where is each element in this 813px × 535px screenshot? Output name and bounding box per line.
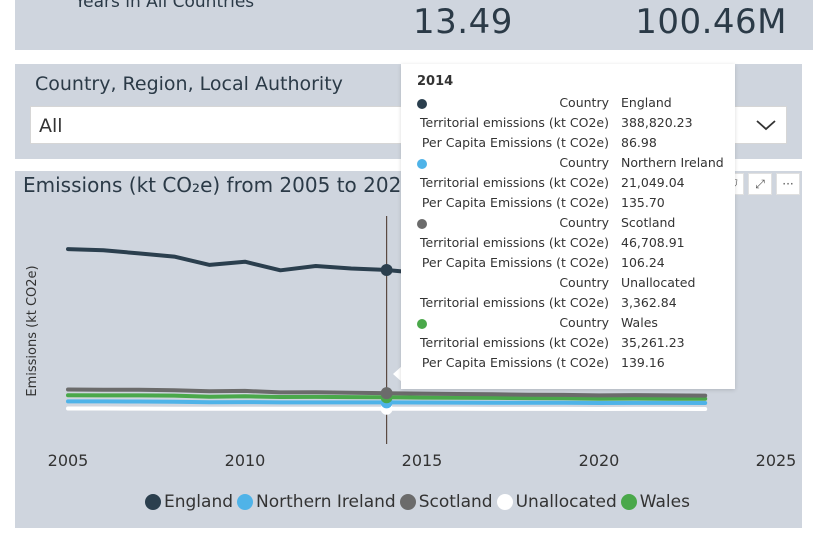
legend-dot-icon <box>496 494 513 510</box>
tooltip-value: England <box>621 95 672 110</box>
x-tick-label: 2005 <box>48 451 89 470</box>
chevron-down-icon <box>756 120 776 131</box>
tooltip-value: 35,261.23 <box>621 335 685 350</box>
x-tick-label: 2015 <box>402 451 443 470</box>
tooltip-value: Unallocated <box>621 275 696 290</box>
tooltip-label: Per Capita Emissions (t CO2e) <box>421 255 609 270</box>
series-dot-icon <box>417 219 427 229</box>
tooltip-row: Per Capita Emissions (t CO2e) 106.24 <box>401 255 735 275</box>
tooltip-value: 46,708.91 <box>621 235 685 250</box>
legend-dot-icon <box>620 494 637 510</box>
tooltip-value: 21,049.04 <box>621 175 685 190</box>
kpi-band: Years in All Countries 13.49 100.46M <box>15 0 813 50</box>
kpi-value-years: 13.49 <box>413 2 513 42</box>
legend-label: Northern Ireland <box>256 492 396 512</box>
x-tick-label: 2025 <box>756 451 797 470</box>
legend-dot-icon <box>399 494 416 510</box>
highlight-point-scotland[interactable] <box>380 387 393 400</box>
tooltip-value: 139.16 <box>621 355 665 370</box>
tooltip-row: Territorial emissions (kt CO2e) 3,362.84 <box>401 295 735 315</box>
tooltip-row: Country Scotland <box>401 215 735 235</box>
tooltip-value: 135.70 <box>621 195 665 210</box>
series-dot-icon <box>417 159 427 169</box>
tooltip-row: Per Capita Emissions (t CO2e) 86.98 <box>401 135 735 155</box>
tooltip-value: Wales <box>621 315 658 330</box>
focus-mode-icon[interactable]: ⤢ <box>748 173 772 195</box>
tooltip-row: Territorial emissions (kt CO2e) 388,820.2… <box>401 115 735 135</box>
series-dot-icon <box>417 99 427 109</box>
tooltip-label: Country <box>559 275 609 290</box>
x-tick-label: 2010 <box>225 451 266 470</box>
chart-legend: England Northern Ireland Scotland Unallocat… <box>145 492 694 512</box>
legend-dot-icon <box>237 494 254 510</box>
legend-dot-icon <box>145 494 161 510</box>
tooltip-row: Country England <box>401 95 735 115</box>
tooltip-value: 106.24 <box>621 255 665 270</box>
tooltip-value: 388,820.23 <box>621 115 693 130</box>
tooltip-pointer <box>393 366 402 382</box>
tooltip-year: 2014 <box>417 74 454 89</box>
tooltip-label: Territorial emissions (kt CO2e) <box>420 235 609 250</box>
legend-item-northern-ireland[interactable]: Northern Ireland <box>237 492 396 512</box>
x-tick-label: 2020 <box>579 451 620 470</box>
chart-tooltip: 2014 Country England Territorial emissions… <box>401 64 735 389</box>
legend-label: Unallocated <box>515 492 617 512</box>
tooltip-row: Territorial emissions (kt CO2e) 46,708.91 <box>401 235 735 255</box>
slicer-title: Country, Region, Local Authority <box>35 73 343 95</box>
tooltip-label: Per Capita Emissions (t CO2e) <box>421 135 609 150</box>
tooltip-row: Country Northern Ireland <box>401 155 735 175</box>
slicer-selected-value: All <box>39 115 63 137</box>
more-options-icon[interactable]: ··· <box>776 173 800 195</box>
tooltip-row: Country Wales <box>401 315 735 335</box>
tooltip-label: Territorial emissions (kt CO2e) <box>420 295 609 310</box>
tooltip-label: Country <box>559 315 609 330</box>
tooltip-label: Territorial emissions (kt CO2e) <box>420 175 609 190</box>
tooltip-value: 3,362.84 <box>621 295 677 310</box>
y-axis-label: Emissions (kt CO2e) <box>25 265 40 396</box>
highlight-point-england[interactable] <box>380 264 393 277</box>
tooltip-value: Scotland <box>621 215 676 230</box>
tooltip-label: Territorial emissions (kt CO2e) <box>420 115 609 130</box>
legend-item-scotland[interactable]: Scotland <box>399 492 493 512</box>
tooltip-label: Country <box>559 215 609 230</box>
kpi-value-population: 100.46M <box>635 2 787 42</box>
tooltip-row: Territorial emissions (kt CO2e) 21,049.04 <box>401 175 735 195</box>
legend-item-unallocated[interactable]: Unallocated <box>496 492 617 512</box>
tooltip-label: Country <box>559 155 609 170</box>
tooltip-value: 86.98 <box>621 135 657 150</box>
legend-item-england[interactable]: England <box>145 492 233 512</box>
legend-item-wales[interactable]: Wales <box>620 492 690 512</box>
kpi-years-label: Years in All Countries <box>75 0 255 12</box>
tooltip-label: Country <box>559 95 609 110</box>
tooltip-label: Per Capita Emissions (t CO2e) <box>421 195 609 210</box>
legend-label: Wales <box>639 492 690 512</box>
tooltip-row: Territorial emissions (kt CO2e) 35,261.23 <box>401 335 735 355</box>
tooltip-row: Per Capita Emissions (t CO2e) 139.16 <box>401 355 735 375</box>
series-dot-icon <box>417 319 427 329</box>
tooltip-value: Northern Ireland <box>621 155 724 170</box>
tooltip-label: Territorial emissions (kt CO2e) <box>420 335 609 350</box>
tooltip-row: Country Unallocated <box>401 275 735 295</box>
tooltip-label: Per Capita Emissions (t CO2e) <box>421 355 609 370</box>
legend-label: England <box>164 492 234 512</box>
tooltip-row: Per Capita Emissions (t CO2e) 135.70 <box>401 195 735 215</box>
chart-title: Emissions (kt CO₂e) from 2005 to 2023 <box>23 173 415 197</box>
legend-label: Scotland <box>418 492 493 512</box>
